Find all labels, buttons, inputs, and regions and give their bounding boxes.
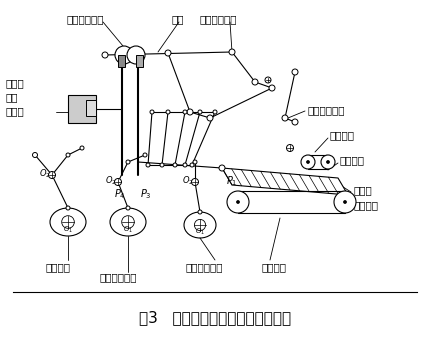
Text: $P_1$: $P_1$ (226, 174, 237, 188)
Circle shape (66, 206, 70, 210)
Text: $P_3$: $P_3$ (140, 187, 152, 201)
Text: 真空吸盘: 真空吸盘 (330, 130, 355, 140)
Text: 夹袋凸轮: 夹袋凸轮 (45, 262, 70, 272)
Text: 预制袋: 预制袋 (353, 185, 372, 195)
Circle shape (286, 145, 294, 152)
Circle shape (66, 153, 70, 157)
Text: $O_2$: $O_2$ (105, 175, 117, 187)
FancyBboxPatch shape (68, 95, 96, 123)
Circle shape (207, 115, 213, 121)
Circle shape (198, 110, 202, 114)
Circle shape (49, 171, 55, 179)
Circle shape (219, 165, 225, 171)
Circle shape (183, 163, 187, 167)
Circle shape (237, 200, 240, 203)
Text: 送袋皮带: 送袋皮带 (262, 262, 287, 272)
Ellipse shape (110, 208, 146, 236)
Circle shape (301, 155, 315, 169)
Circle shape (80, 146, 84, 150)
FancyBboxPatch shape (118, 55, 125, 67)
Circle shape (150, 110, 154, 114)
Circle shape (61, 216, 74, 228)
Circle shape (126, 206, 130, 210)
Text: $O_2$: $O_2$ (182, 175, 194, 187)
Circle shape (321, 155, 335, 169)
Circle shape (191, 179, 199, 185)
Circle shape (115, 46, 133, 64)
Circle shape (187, 109, 193, 115)
Circle shape (126, 160, 130, 164)
Text: $O_1$: $O_1$ (63, 225, 73, 235)
Circle shape (227, 191, 249, 213)
Circle shape (194, 220, 206, 231)
Text: 夹持器: 夹持器 (5, 78, 24, 88)
Circle shape (193, 160, 197, 164)
Circle shape (183, 110, 187, 114)
Text: 钳手: 钳手 (5, 92, 18, 102)
FancyBboxPatch shape (86, 100, 96, 116)
Circle shape (334, 191, 356, 213)
Text: 二次上袋凸轮: 二次上袋凸轮 (100, 272, 138, 282)
Text: 一次上袋凸轮: 一次上袋凸轮 (185, 262, 222, 272)
Text: $O_1$: $O_1$ (195, 227, 205, 237)
Text: 二次上袋机构: 二次上袋机构 (200, 14, 237, 24)
FancyBboxPatch shape (136, 55, 143, 67)
Ellipse shape (50, 208, 86, 236)
Text: $P_4$: $P_4$ (114, 187, 126, 201)
Circle shape (102, 52, 108, 58)
Circle shape (143, 153, 147, 157)
Text: 扫袋皮带: 扫袋皮带 (340, 155, 365, 165)
Circle shape (160, 163, 164, 167)
Text: $O_2$: $O_2$ (39, 168, 51, 180)
Circle shape (282, 115, 288, 121)
Circle shape (292, 119, 298, 125)
Circle shape (344, 200, 347, 203)
Circle shape (307, 160, 310, 163)
Circle shape (252, 79, 258, 85)
Circle shape (127, 46, 145, 64)
Circle shape (114, 179, 122, 185)
Circle shape (269, 85, 275, 91)
Text: 夹袋提升机构: 夹袋提升机构 (66, 14, 104, 24)
Text: 齿轮: 齿轮 (172, 14, 184, 24)
Circle shape (326, 160, 329, 163)
Circle shape (173, 163, 177, 167)
Circle shape (166, 110, 170, 114)
Text: 一次上袋机构: 一次上袋机构 (307, 105, 344, 115)
Circle shape (33, 153, 37, 158)
Circle shape (213, 110, 217, 114)
Text: $O_1$: $O_1$ (123, 225, 133, 235)
Circle shape (292, 69, 298, 75)
Circle shape (190, 163, 194, 167)
Polygon shape (222, 168, 348, 195)
Circle shape (165, 50, 171, 56)
Ellipse shape (184, 212, 216, 238)
Text: 供袋平台: 供袋平台 (353, 200, 378, 210)
Circle shape (122, 216, 134, 228)
Circle shape (198, 210, 202, 214)
Circle shape (229, 49, 235, 55)
Circle shape (265, 77, 271, 83)
Circle shape (146, 163, 150, 167)
Text: 图3   供袋部件的机构分析简化模型: 图3 供袋部件的机构分析简化模型 (139, 311, 291, 326)
Text: 工序盘: 工序盘 (5, 106, 24, 116)
